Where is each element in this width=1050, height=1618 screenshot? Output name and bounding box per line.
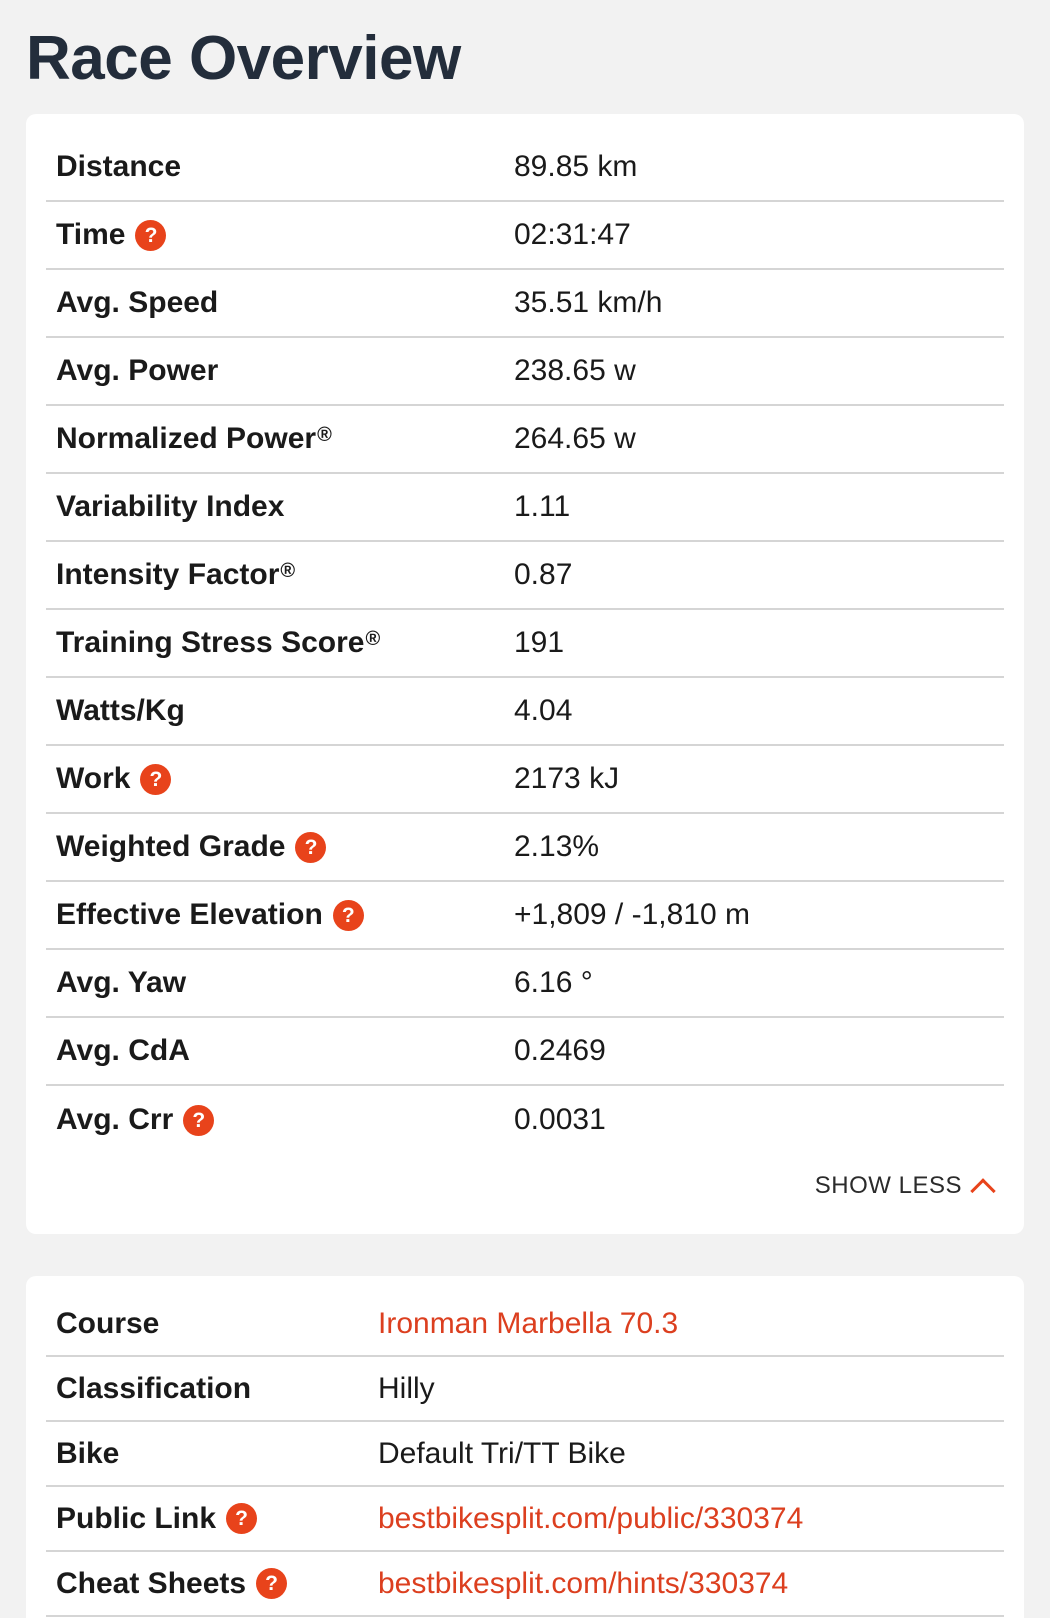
value-text: 264.65 w — [514, 422, 636, 455]
stats-row-distance: Distance 89.85 km — [46, 134, 1004, 202]
stats-label: Work? — [46, 762, 514, 796]
value-text: 0.0031 — [514, 1103, 606, 1136]
stats-label: Avg. CdA — [46, 1034, 514, 1068]
label-text: Classification — [56, 1371, 252, 1405]
stats-row-normalized-power: Normalized Power ® 264.65 w — [46, 406, 1004, 474]
stats-label: Distance — [46, 150, 514, 184]
course-label: Public Link? — [46, 1502, 378, 1536]
stats-row-avg-cda: Avg. CdA 0.2469 — [46, 1018, 1004, 1086]
label-text: Variability Index — [56, 490, 285, 523]
value-text: 2.13% — [514, 830, 600, 863]
value-text: 02:31:47 — [514, 218, 631, 251]
stats-row-weighted-grade: Weighted Grade? 2.13% — [46, 814, 1004, 882]
value-text: 89.85 km — [514, 150, 638, 183]
stats-label: Avg. Power — [46, 354, 514, 388]
help-icon[interactable]: ? — [295, 831, 327, 863]
value-text: 0.87 — [514, 558, 573, 591]
value-text: 0.2469 — [514, 1034, 606, 1067]
page-title: Race Overview — [26, 24, 461, 93]
label-text: Course — [56, 1306, 160, 1340]
value-link[interactable]: bestbikesplit.com/hints/330374 — [378, 1566, 789, 1600]
label-text: Effective Elevation — [56, 898, 323, 931]
stats-label: Variability Index — [46, 490, 514, 524]
course-row-bike: Bike Default Tri/TT Bike — [46, 1422, 1004, 1487]
stats-label: Normalized Power ® — [46, 422, 514, 456]
course-row-classification: Classification Hilly — [46, 1357, 1004, 1422]
show-less-button[interactable]: SHOW LESS — [814, 1172, 996, 1204]
course-label: Course — [46, 1307, 378, 1341]
value-text: 4.04 — [514, 694, 573, 727]
label-text: Normalized Power — [56, 422, 317, 455]
stats-row-training-stress-score: Training Stress Score ® 191 — [46, 610, 1004, 678]
label-text: Work — [56, 762, 131, 795]
registered-mark: ® — [280, 559, 296, 582]
label-text: Cheat Sheets — [56, 1566, 247, 1600]
course-row-course: Course Ironman Marbella 70.3 — [46, 1292, 1004, 1357]
stats-label: Intensity Factor ® — [46, 558, 514, 592]
stats-label: Watts/Kg — [46, 694, 514, 728]
course-label: Classification — [46, 1372, 378, 1406]
help-icon[interactable]: ? — [140, 763, 172, 795]
label-text: Avg. CdA — [56, 1034, 190, 1067]
stats-label: Effective Elevation? — [46, 898, 514, 932]
value-text: 191 — [514, 626, 565, 659]
label-text: Time — [56, 218, 126, 251]
stats-card: Distance 89.85 km Time? 02:31:47 Avg. Speed 3… — [26, 114, 1024, 1234]
stats-row-effective-elevation: Effective Elevation? +1,809 / -1,810 m — [46, 882, 1004, 950]
stats-label: Avg. Crr? — [46, 1103, 514, 1137]
value-text: 1.11 — [514, 490, 571, 523]
value-text: 238.65 w — [514, 354, 636, 387]
label-text: Weighted Grade — [56, 830, 286, 863]
stats-row-avg-yaw: Avg. Yaw 6.16 ° — [46, 950, 1004, 1018]
value-text: 6.16 ° — [514, 966, 593, 999]
show-less-label: SHOW LESS — [814, 1172, 962, 1199]
label-text: Intensity Factor — [56, 558, 280, 591]
help-icon[interactable]: ? — [135, 219, 167, 251]
course-row-cheat-sheets: Cheat Sheets? bestbikesplit.com/hints/330… — [46, 1552, 1004, 1617]
help-icon[interactable]: ? — [332, 899, 364, 931]
registered-mark: ® — [317, 423, 332, 446]
label-text: Avg. Power — [56, 354, 219, 387]
course-label: Bike — [46, 1437, 378, 1471]
stats-row-avg-power: Avg. Power 238.65 w — [46, 338, 1004, 406]
stats-label: Training Stress Score ® — [46, 626, 514, 660]
course-label: Cheat Sheets? — [46, 1567, 378, 1601]
label-text: Avg. Crr — [56, 1103, 174, 1136]
stats-row-avg-speed: Avg. Speed 35.51 km/h — [46, 270, 1004, 338]
registered-mark: ® — [365, 627, 381, 650]
stats-row-avg-crr: Avg. Crr? 0.0031 — [46, 1086, 1004, 1154]
value-text: 2173 kJ — [514, 762, 620, 795]
stats-row-watts-kg: Watts/Kg 4.04 — [46, 678, 1004, 746]
course-row-public-link: Public Link? bestbikesplit.com/public/330… — [46, 1487, 1004, 1552]
stats-label: Weighted Grade? — [46, 830, 514, 864]
label-text: Training Stress Score — [56, 626, 365, 659]
value-text: +1,809 / -1,810 m — [514, 898, 750, 931]
stats-table: Distance 89.85 km Time? 02:31:47 Avg. Speed 3… — [46, 134, 1004, 1154]
stats-row-intensity-factor: Intensity Factor ® 0.87 — [46, 542, 1004, 610]
value-link[interactable]: Ironman Marbella 70.3 — [378, 1306, 679, 1340]
stats-label: Avg. Yaw — [46, 966, 514, 1000]
course-card: Course Ironman Marbella 70.3 Classificatio… — [26, 1276, 1024, 1618]
stats-row-time: Time? 02:31:47 — [46, 202, 1004, 270]
value-text: 35.51 km/h — [514, 286, 663, 319]
stats-label: Time? — [46, 218, 514, 252]
stats-label: Avg. Speed — [46, 286, 514, 320]
help-icon[interactable]: ? — [183, 1104, 215, 1136]
course-table: Course Ironman Marbella 70.3 Classificatio… — [46, 1292, 1004, 1617]
label-text: Distance — [56, 150, 182, 183]
stats-row-work: Work? 2173 kJ — [46, 746, 1004, 814]
value-text: Default Tri/TT Bike — [378, 1436, 626, 1470]
value-text: Hilly — [378, 1371, 435, 1405]
label-text: Avg. Yaw — [56, 966, 187, 999]
label-text: Bike — [56, 1436, 120, 1470]
chevron-up-icon — [970, 1178, 996, 1204]
help-icon[interactable]: ? — [226, 1503, 258, 1534]
value-link[interactable]: bestbikesplit.com/public/330374 — [378, 1501, 804, 1535]
label-text: Avg. Speed — [56, 286, 219, 319]
help-icon[interactable]: ? — [256, 1568, 288, 1599]
label-text: Public Link — [56, 1501, 217, 1535]
label-text: Watts/Kg — [56, 694, 185, 727]
stats-row-variability-index: Variability Index 1.11 — [46, 474, 1004, 542]
